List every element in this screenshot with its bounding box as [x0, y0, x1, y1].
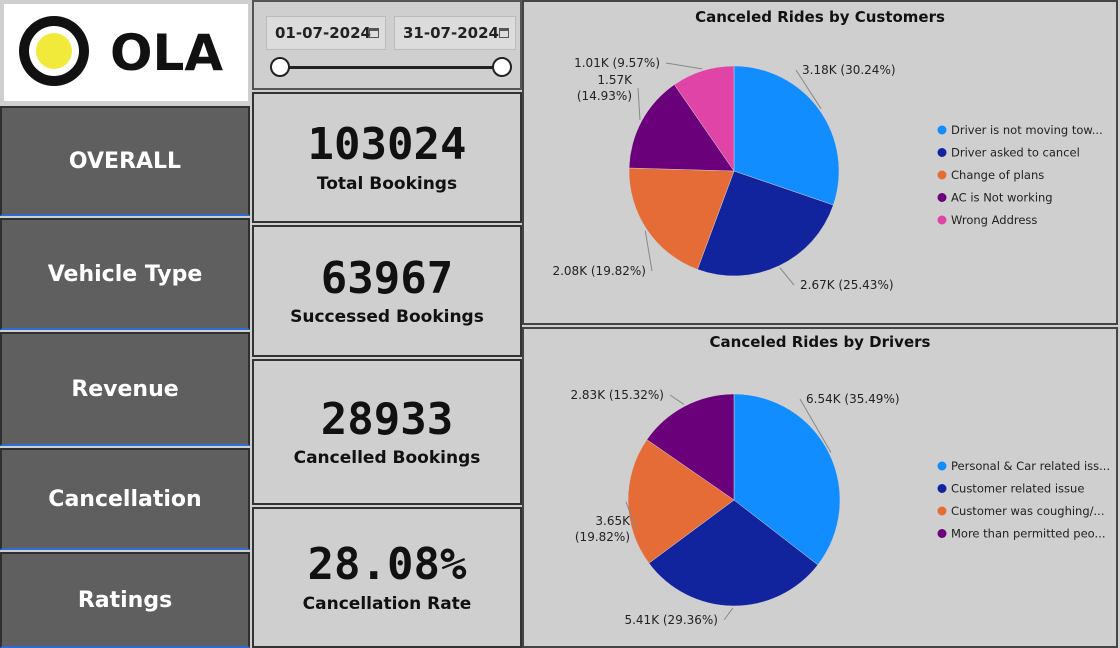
date-slider-end-handle[interactable] [492, 57, 512, 77]
kpi-label: Successed Bookings [290, 307, 484, 328]
pie-slice[interactable] [628, 84, 735, 172]
nav-cancellation-button[interactable]: Cancellation [0, 448, 250, 550]
pie-slice[interactable] [627, 439, 735, 564]
legend-marker[interactable] [937, 215, 947, 225]
nav-ratings-button[interactable]: Ratings [0, 552, 250, 648]
legend-marker[interactable] [937, 484, 947, 493]
kpi-label: Cancelled Bookings [293, 448, 481, 469]
legend-marker[interactable] [937, 506, 947, 516]
leader-line [799, 398, 832, 453]
nav-overall-button[interactable]: OVERALL [0, 106, 250, 216]
nav-label: Revenue [71, 376, 179, 402]
kpi-total-bookings: 103024 Total Bookings [252, 92, 522, 223]
legend-item[interactable]: AC is Not working [951, 191, 1053, 205]
leader-line [625, 501, 637, 530]
nav-vehicle-type-button[interactable]: Vehicle Type [0, 218, 250, 330]
start-date-input[interactable]: 01-07-2024 [266, 16, 386, 50]
kpi-cancellation-rate: 28.08% Cancellation Rate [252, 507, 522, 648]
leader-line [795, 69, 822, 110]
nav-revenue-button[interactable]: Revenue [0, 332, 250, 446]
legend-item[interactable]: Wrong Address [951, 213, 1037, 227]
data-label: 2.08K (19.82%) [552, 264, 646, 278]
legend-marker[interactable] [937, 125, 947, 135]
nav-label: Vehicle Type [47, 261, 203, 287]
driver-cancellations-chart: Canceled Rides by Drivers 6.54K (35.49%)… [522, 327, 1118, 648]
pie-slice[interactable] [697, 170, 834, 277]
kpi-cancelled-bookings: 28933 Cancelled Bookings [252, 359, 522, 505]
leader-line [669, 394, 685, 405]
legend-marker[interactable] [937, 170, 947, 180]
calendar-icon[interactable] [369, 28, 379, 38]
leader-line [637, 87, 641, 120]
data-label: 3.65K (19.82%) [575, 514, 631, 544]
data-label: 6.54K (35.49%) [806, 392, 900, 406]
kpi-value: 103024 [307, 119, 467, 171]
end-date-input[interactable]: 31-07-2024 [394, 16, 516, 50]
data-label: 1.01K (9.57%) [574, 56, 660, 70]
chart-title: Canceled Rides by Customers [695, 8, 945, 26]
pie-slice[interactable] [674, 65, 735, 172]
customer-cancellations-chart: Canceled Rides by Customers 3.18K (30.24… [522, 0, 1118, 325]
kpi-value: 63967 [320, 252, 454, 304]
kpi-label: Cancellation Rate [302, 593, 472, 614]
brand-name: OLA [110, 24, 223, 82]
leader-line [779, 267, 795, 286]
kpi-successed-bookings: 63967 Successed Bookings [252, 225, 522, 357]
data-label: 2.67K (25.43%) [800, 278, 894, 292]
date-slider-track[interactable] [280, 66, 504, 69]
legend-item[interactable]: Driver asked to cancel [951, 146, 1080, 160]
nav-label: OVERALL [68, 148, 182, 174]
leader-line [723, 607, 734, 621]
data-label: 3.18K (30.24%) [802, 63, 896, 77]
legend-item[interactable]: Driver is not moving tow... [951, 123, 1103, 137]
calendar-icon[interactable] [499, 28, 509, 38]
nav-label: Cancellation [48, 486, 202, 512]
legend-marker[interactable] [937, 148, 947, 157]
leader-line [665, 62, 703, 70]
end-date-value: 31-07-2024 [403, 24, 499, 42]
legend-item[interactable]: Customer was coughing/... [951, 504, 1104, 518]
legend-marker[interactable] [937, 193, 947, 202]
ola-logo: OLA [4, 4, 248, 101]
nav-label: Ratings [77, 587, 173, 613]
legend-item[interactable]: Customer related issue [951, 482, 1084, 496]
data-label: 2.83K (15.32%) [570, 388, 664, 402]
legend-item[interactable]: Personal & Car related iss... [951, 459, 1110, 473]
kpi-label: Total Bookings [316, 173, 458, 194]
date-slider-start-handle[interactable] [270, 57, 290, 77]
pie-chart: 3.18K (30.24%) 2.67K (25.43%) 2.08K (19.82… [552, 56, 1103, 292]
logo-dot-icon [36, 33, 72, 69]
legend-item[interactable]: More than permitted peo... [951, 527, 1105, 541]
start-date-value: 01-07-2024 [275, 24, 371, 42]
leader-line [644, 230, 653, 272]
data-label: 5.41K (29.36%) [624, 613, 718, 627]
pie-slice[interactable] [733, 65, 840, 206]
kpi-value: 28933 [320, 393, 454, 445]
kpi-value: 28.08% [307, 539, 467, 591]
chart-title: Canceled Rides by Drivers [709, 333, 931, 351]
pie-slice[interactable] [733, 393, 841, 566]
data-label: 1.57K (14.93%) [577, 73, 633, 103]
legend-marker[interactable] [937, 461, 947, 471]
legend-item[interactable]: Change of plans [951, 168, 1044, 182]
pie-chart: 6.54K (35.49%) 5.41K (29.36%) 3.65K (19.82%… [570, 388, 1110, 627]
pie-slice[interactable] [628, 167, 735, 270]
pie-slice[interactable] [646, 393, 735, 501]
date-range-slicer: 01-07-2024 31-07-2024 [252, 0, 522, 90]
legend-marker[interactable] [937, 529, 947, 538]
pie-slice[interactable] [648, 499, 819, 607]
